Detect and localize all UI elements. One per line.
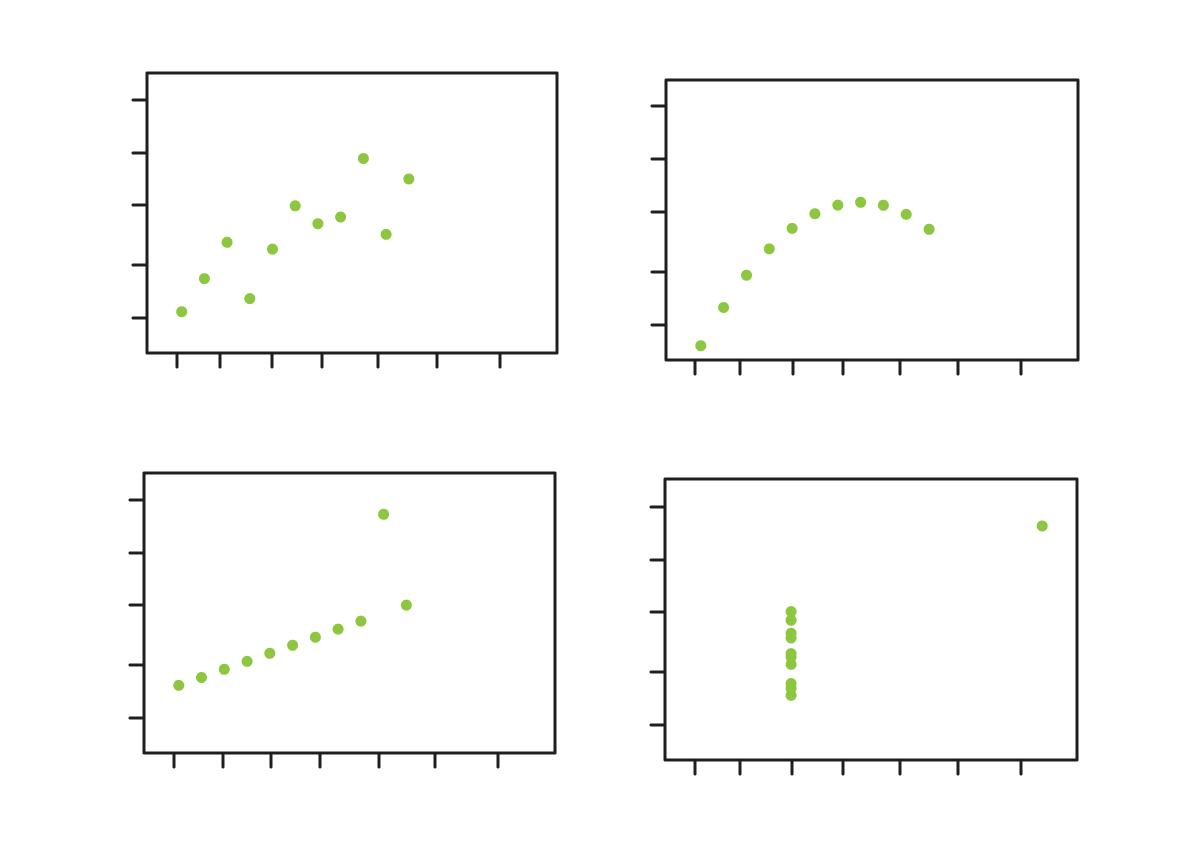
data-point (264, 647, 276, 659)
data-point (832, 199, 844, 211)
data-point (176, 306, 188, 318)
data-point (785, 606, 797, 618)
scatter-panel-3 (128, 471, 557, 769)
data-point (785, 651, 797, 663)
plot-frame (663, 477, 1079, 762)
data-point (809, 208, 821, 220)
data-point (718, 302, 730, 313)
scatter-panel-2 (650, 78, 1080, 376)
data-point (335, 211, 347, 223)
data-point (877, 199, 889, 211)
data-point (380, 228, 392, 240)
data-point (357, 153, 369, 164)
data-point (763, 243, 775, 255)
data-point (786, 222, 798, 234)
data-point (244, 293, 256, 305)
data-point (785, 682, 797, 694)
data-point (309, 631, 321, 643)
data-point (900, 208, 912, 220)
data-point (287, 639, 299, 651)
plot-frame (142, 471, 557, 755)
data-point (695, 340, 707, 352)
data-point (1036, 520, 1048, 532)
data-point (218, 663, 230, 675)
data-point (198, 273, 210, 285)
data-point (855, 196, 867, 208)
data-point (312, 218, 324, 230)
data-point (923, 223, 935, 235)
data-point (173, 679, 185, 691)
data-point (785, 627, 797, 639)
data-point (332, 623, 344, 635)
data-point (785, 614, 797, 626)
data-point (267, 243, 278, 255)
data-point (400, 599, 412, 611)
plot-frame (664, 78, 1080, 362)
scatter-panel-4 (649, 477, 1079, 776)
data-point (378, 508, 390, 520)
scatter-panel-1 (131, 71, 559, 369)
data-point (355, 615, 367, 627)
data-point (221, 236, 233, 248)
data-point (741, 269, 752, 281)
data-point (196, 672, 207, 683)
data-point (241, 655, 253, 667)
data-point (289, 200, 301, 212)
data-point (403, 173, 415, 185)
plot-frame (145, 71, 559, 355)
